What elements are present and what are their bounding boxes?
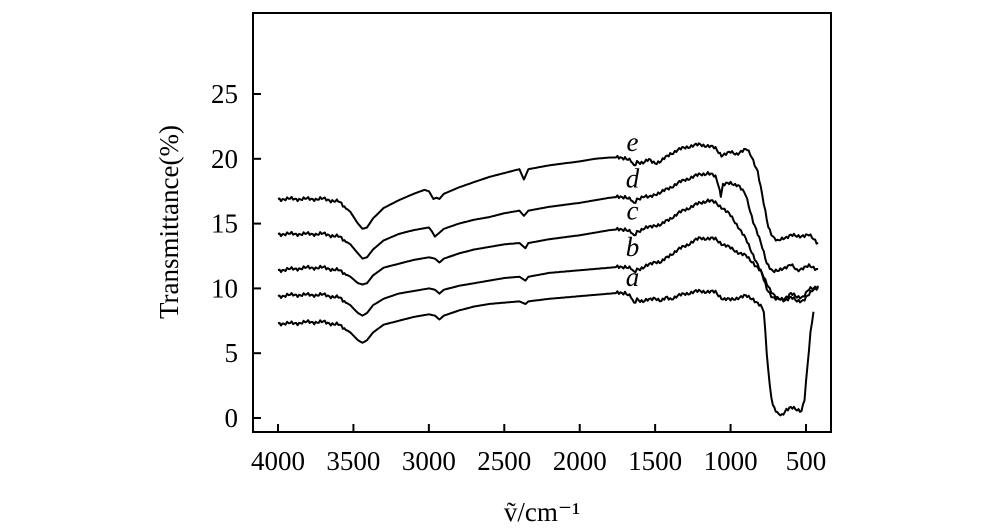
x-tick-label: 3500 — [326, 446, 380, 476]
plot-area: 4000 3500 3000 2500 2000 1500 1000 500 0 5 10 15 20… — [211, 12, 832, 476]
x-tick-label: 1000 — [704, 446, 758, 476]
series-curves — [277, 142, 819, 417]
x-tick-label: 4000 — [251, 446, 305, 476]
x-tick-label: 500 — [786, 446, 827, 476]
y-tick-label: 10 — [211, 273, 238, 303]
series-label-c: c — [627, 196, 639, 226]
series-line-c — [277, 198, 819, 302]
plot-frame — [252, 12, 832, 433]
x-tick-label: 2500 — [477, 446, 531, 476]
y-axis-title: Transmittance(%) — [154, 125, 184, 319]
y-axis: 0 5 10 15 20 25 — [211, 79, 261, 433]
series-line-a — [277, 288, 815, 417]
series-line-b — [277, 236, 819, 317]
series-line-d — [277, 171, 819, 274]
x-tick-label: 3000 — [402, 446, 456, 476]
y-tick-label: 0 — [225, 403, 239, 433]
x-axis: 4000 3500 3000 2500 2000 1500 1000 500 — [251, 424, 826, 476]
y-tick-label: 25 — [211, 79, 238, 109]
series-label-d: d — [626, 163, 640, 193]
x-tick-label: 1500 — [628, 446, 682, 476]
y-tick-label: 15 — [211, 209, 238, 239]
series-label-a: a — [626, 262, 640, 292]
y-tick-label: 20 — [211, 144, 238, 174]
y-tick-label: 5 — [225, 338, 239, 368]
series-line-e — [277, 142, 819, 245]
x-axis-title: ṽ/cm⁻¹ — [504, 497, 580, 527]
series-label-e: e — [627, 127, 639, 157]
x-tick-label: 2000 — [553, 446, 607, 476]
series-label-b: b — [626, 232, 640, 262]
